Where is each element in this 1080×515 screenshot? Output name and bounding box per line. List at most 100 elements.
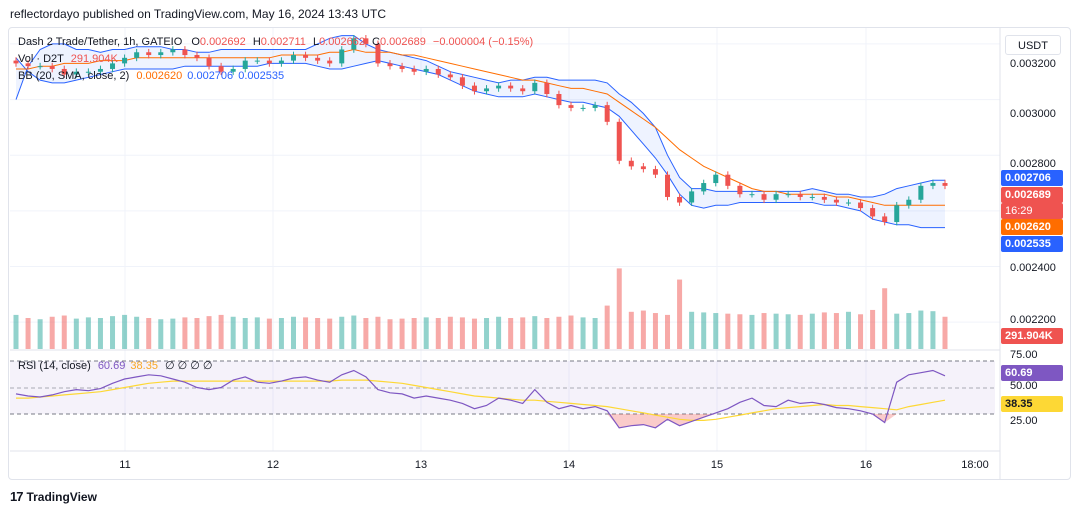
volume-bar[interactable] [25,318,31,349]
volume-bar[interactable] [652,313,658,349]
volume-bar[interactable] [858,314,864,349]
candle[interactable] [556,94,562,106]
candle[interactable] [122,57,128,64]
candle[interactable] [580,107,586,109]
volume-bar[interactable] [568,315,574,349]
volume-bar[interactable] [508,318,514,349]
volume-bar[interactable] [845,311,851,349]
volume-bar[interactable] [773,313,779,349]
volume-bar[interactable] [411,318,417,349]
candle[interactable] [906,199,912,206]
candle[interactable] [870,208,876,217]
volume-bar[interactable] [254,317,260,349]
volume-bar[interactable] [435,318,441,349]
volume-bar[interactable] [399,318,405,349]
volume-bar[interactable] [351,315,357,349]
candle[interactable] [882,216,888,222]
volume-bar[interactable] [628,311,634,349]
candle[interactable] [315,57,321,61]
volume-bar[interactable] [206,316,212,349]
candle[interactable] [49,66,55,69]
volume-bar[interactable] [13,314,19,349]
volume-bar[interactable] [532,316,538,349]
volume-bar[interactable] [737,314,743,349]
candle[interactable] [194,55,200,58]
candle[interactable] [508,85,514,89]
volume-bar[interactable] [423,317,429,349]
volume-bar[interactable] [471,318,477,349]
candle[interactable] [701,183,707,192]
candle[interactable] [484,88,490,92]
volume-bar[interactable] [230,316,236,349]
volume-bar[interactable] [218,314,224,349]
candle[interactable] [616,121,622,161]
volume-bar[interactable] [170,318,176,349]
candle[interactable] [652,169,658,175]
candle[interactable] [37,66,43,68]
candle[interactable] [858,202,864,209]
candle[interactable] [628,160,634,167]
candle[interactable] [725,174,731,186]
candle[interactable] [520,88,526,92]
volume-bar[interactable] [640,310,646,349]
volume-bar[interactable] [290,316,296,349]
candle[interactable] [677,196,683,203]
candle[interactable] [73,71,79,75]
candle[interactable] [471,85,477,92]
volume-bar[interactable] [942,316,948,349]
volume-bar[interactable] [459,317,465,349]
volume-bar[interactable] [520,317,526,349]
volume-bar[interactable] [580,317,586,349]
candle[interactable] [25,63,31,67]
volume-bar[interactable] [97,318,103,349]
candle[interactable] [411,68,417,72]
volume-bar[interactable] [339,316,345,349]
volume-bar[interactable] [158,319,164,349]
candle[interactable] [399,66,405,69]
volume-bar[interactable] [713,313,719,349]
candle[interactable] [773,194,779,200]
volume-bar[interactable] [544,318,550,349]
candle[interactable] [749,194,755,196]
candle[interactable] [254,60,260,62]
volume-bar[interactable] [809,313,815,349]
volume-bar[interactable] [761,313,767,349]
volume-bar[interactable] [315,318,321,349]
candle[interactable] [351,38,357,50]
candle[interactable] [942,183,948,186]
volume-bar[interactable] [870,309,876,349]
candle[interactable] [918,185,924,200]
volume-bar[interactable] [616,268,622,349]
volume-bar[interactable] [266,318,272,349]
volume-bar[interactable] [242,318,248,349]
candle[interactable] [496,85,502,89]
volume-bar[interactable] [918,310,924,349]
volume-bar[interactable] [61,315,67,349]
volume-bar[interactable] [327,318,333,349]
volume-bar[interactable] [122,314,128,349]
candle[interactable] [894,205,900,222]
candle[interactable] [206,57,212,67]
candle[interactable] [930,183,936,186]
volume-bar[interactable] [375,316,381,349]
candle[interactable] [278,60,284,64]
volume-bar[interactable] [689,311,695,349]
candle[interactable] [544,82,550,94]
candle[interactable] [158,52,164,56]
candle[interactable] [845,202,851,204]
candle[interactable] [266,60,272,64]
volume-bar[interactable] [194,318,200,349]
candle[interactable] [218,66,224,72]
candle[interactable] [230,68,236,72]
candle[interactable] [833,199,839,203]
volume-bar[interactable] [363,318,369,349]
candle[interactable] [459,77,465,86]
candle[interactable] [13,60,19,64]
candle[interactable] [290,55,296,61]
candle[interactable] [387,63,393,67]
volume-bar[interactable] [182,317,188,349]
volume-bar[interactable] [49,316,55,349]
candle[interactable] [110,63,116,69]
candle[interactable] [640,166,646,170]
